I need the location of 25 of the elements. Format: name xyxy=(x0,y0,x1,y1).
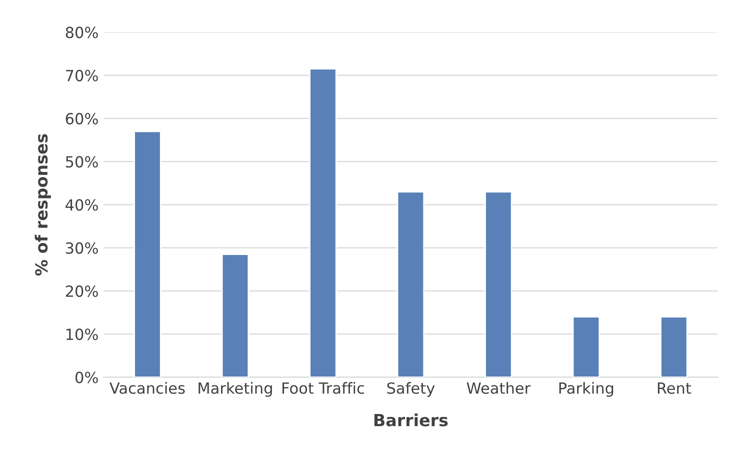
x-tick-label: Weather xyxy=(466,382,531,394)
x-tick-label: Parking xyxy=(559,382,614,397)
y-tick-label: 10% xyxy=(66,328,98,340)
x-tick-label: Foot Traffic xyxy=(282,382,364,394)
x-tick-label: Vacancies xyxy=(110,382,185,394)
x-tick-label: Rent xyxy=(658,382,692,394)
bar xyxy=(221,254,250,378)
y-tick-label: 0% xyxy=(76,372,98,384)
y-tick-label: 40% xyxy=(66,199,98,211)
y-tick-label: 20% xyxy=(66,285,98,297)
y-tick-label: 50% xyxy=(66,156,98,168)
bar xyxy=(660,316,688,378)
y-axis-title: % of responses xyxy=(34,134,51,276)
x-tick-label: Marketing xyxy=(198,382,272,397)
y-tick-label: 30% xyxy=(66,242,98,254)
y-tick-label: 70% xyxy=(66,70,98,82)
x-tick-label: Safety xyxy=(387,382,435,397)
x-axis-title: Barriers xyxy=(374,414,448,426)
bar xyxy=(396,191,425,378)
bar xyxy=(309,68,337,378)
bar xyxy=(572,316,600,378)
y-tick-label: 80% xyxy=(66,26,98,38)
bar xyxy=(484,191,512,378)
y-tick-label: 60% xyxy=(66,112,98,124)
bar xyxy=(134,130,162,378)
